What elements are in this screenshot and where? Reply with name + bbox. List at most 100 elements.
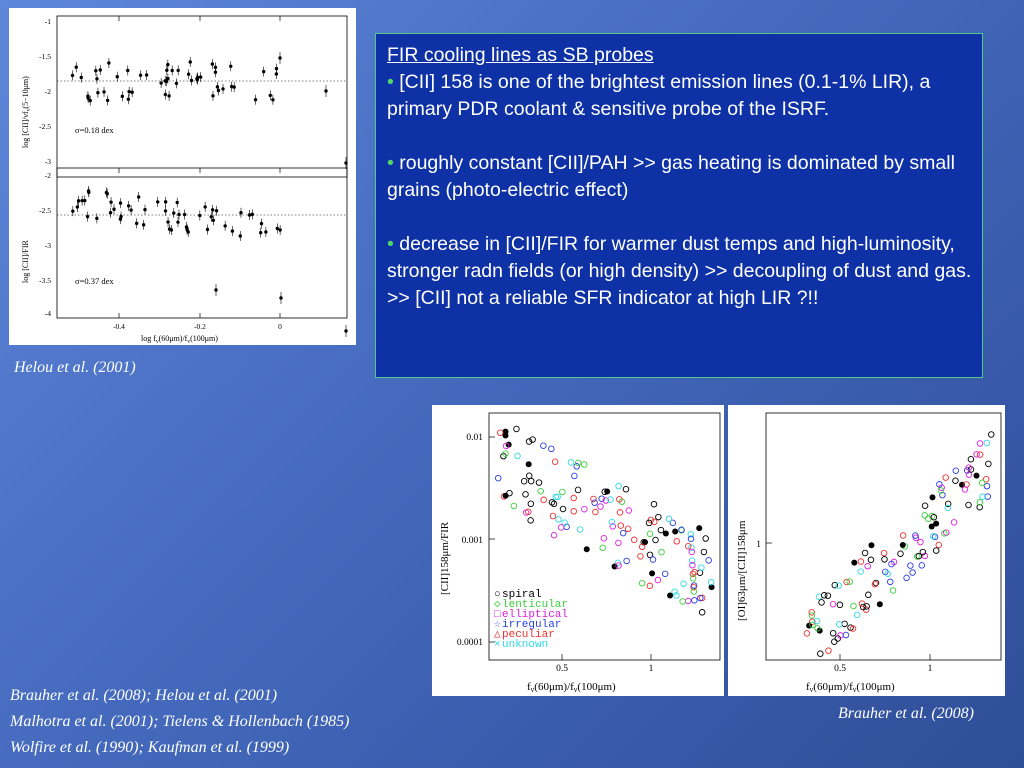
cii-fir-plot: 0.01 0.001 0.0001 0.5 1 [CII]158μm/FIR f… bbox=[432, 405, 724, 696]
data-marker bbox=[690, 588, 698, 595]
data-marker bbox=[186, 72, 191, 76]
data-marker bbox=[166, 76, 170, 81]
plot1-top-ytick: -2 bbox=[45, 87, 51, 96]
data-marker bbox=[809, 618, 816, 625]
data-marker bbox=[967, 466, 975, 473]
data-marker bbox=[247, 213, 252, 217]
plot2-ytick: 0.0001 bbox=[457, 638, 483, 648]
data-marker bbox=[654, 576, 662, 584]
data-marker bbox=[820, 592, 828, 599]
data-marker bbox=[689, 561, 696, 569]
data-marker bbox=[942, 474, 949, 481]
data-marker bbox=[859, 603, 867, 611]
data-marker bbox=[608, 518, 616, 526]
svg-text:spiral: spiral bbox=[502, 589, 542, 601]
data-marker bbox=[976, 451, 984, 458]
data-marker bbox=[537, 487, 544, 495]
data-marker bbox=[607, 496, 614, 503]
data-marker bbox=[163, 92, 168, 97]
data-marker bbox=[189, 78, 194, 83]
data-marker bbox=[673, 592, 680, 599]
data-marker bbox=[540, 442, 547, 449]
data-marker bbox=[929, 532, 937, 540]
data-marker bbox=[88, 98, 92, 103]
data-marker bbox=[814, 625, 821, 632]
plot1-top-ytick: -1.5 bbox=[39, 52, 51, 61]
data-marker bbox=[557, 524, 565, 531]
bullet-3-text: decrease in [CII]/FIR for warmer dust te… bbox=[387, 233, 972, 309]
data-marker bbox=[529, 436, 536, 443]
bullet-2: • roughly constant [CII]/PAH >> gas heat… bbox=[387, 150, 972, 204]
data-marker bbox=[652, 536, 659, 544]
data-marker bbox=[617, 522, 625, 529]
data-marker bbox=[950, 519, 958, 526]
data-marker bbox=[238, 234, 242, 238]
data-marker bbox=[671, 588, 678, 595]
data-marker bbox=[214, 209, 219, 213]
data-marker bbox=[188, 60, 192, 64]
data-marker bbox=[174, 81, 179, 86]
data-marker bbox=[672, 528, 679, 535]
data-marker bbox=[678, 526, 685, 534]
data-marker bbox=[930, 513, 938, 521]
data-marker bbox=[938, 484, 945, 491]
data-marker bbox=[253, 98, 258, 102]
data-marker bbox=[250, 212, 254, 217]
data-marker bbox=[952, 467, 960, 475]
data-marker bbox=[622, 485, 630, 493]
data-marker bbox=[209, 215, 213, 219]
data-marker bbox=[705, 557, 712, 564]
data-marker bbox=[118, 201, 123, 205]
svg-text:peculiar: peculiar bbox=[502, 629, 555, 641]
data-marker bbox=[861, 549, 869, 557]
bullet-dot-icon: • bbox=[387, 71, 394, 93]
bullet-3: • decrease in [CII]/FIR for warmer dust … bbox=[387, 231, 972, 312]
data-marker bbox=[130, 90, 134, 94]
data-marker bbox=[688, 544, 695, 551]
legend-unknown: × unknown bbox=[494, 639, 548, 651]
plot1-xlabel: log fν(60μm)/fν(100μm) bbox=[141, 334, 218, 345]
data-marker bbox=[868, 542, 875, 549]
data-marker bbox=[552, 493, 560, 501]
data-marker bbox=[126, 204, 131, 208]
data-marker bbox=[522, 491, 529, 498]
plot3-xlabel: fν(60μm)/fν(100μm) bbox=[806, 681, 895, 694]
data-marker bbox=[611, 563, 618, 570]
data-marker bbox=[691, 568, 698, 576]
data-marker bbox=[95, 216, 99, 221]
data-marker bbox=[104, 190, 109, 195]
data-marker bbox=[818, 599, 825, 606]
data-marker bbox=[615, 562, 622, 569]
data-marker bbox=[888, 560, 895, 568]
data-marker bbox=[897, 550, 904, 557]
data-marker bbox=[573, 463, 580, 470]
data-marker bbox=[872, 579, 880, 587]
data-marker bbox=[211, 218, 216, 222]
plot3-xtick: 0.5 bbox=[834, 664, 846, 674]
data-marker bbox=[144, 73, 149, 77]
data-marker bbox=[944, 500, 952, 508]
data-marker bbox=[576, 526, 584, 533]
data-marker bbox=[527, 517, 534, 524]
data-marker bbox=[601, 488, 608, 496]
data-marker bbox=[94, 69, 98, 73]
data-marker bbox=[696, 525, 703, 532]
data-marker bbox=[707, 578, 715, 586]
data-marker bbox=[638, 543, 646, 551]
bullet-2-text: roughly constant [CII]/PAH >> gas heatin… bbox=[387, 152, 955, 201]
data-marker bbox=[881, 556, 888, 563]
oi-cii-plot: 1 0.5 1 [OI]63μm/[CII]158μm fν(60μm)/fν(… bbox=[728, 405, 1005, 696]
data-marker bbox=[909, 569, 916, 576]
data-marker bbox=[858, 600, 866, 607]
data-marker bbox=[574, 459, 582, 467]
data-marker bbox=[567, 459, 575, 466]
data-marker bbox=[889, 587, 897, 594]
data-marker bbox=[182, 212, 187, 217]
data-marker bbox=[658, 548, 665, 556]
data-marker bbox=[203, 205, 207, 209]
data-marker bbox=[697, 594, 704, 602]
data-marker bbox=[973, 451, 980, 458]
plot1-xtick: -0.4 bbox=[113, 322, 125, 331]
data-marker bbox=[102, 90, 106, 94]
helou-caption: Helou et al. (2001) bbox=[14, 359, 136, 376]
